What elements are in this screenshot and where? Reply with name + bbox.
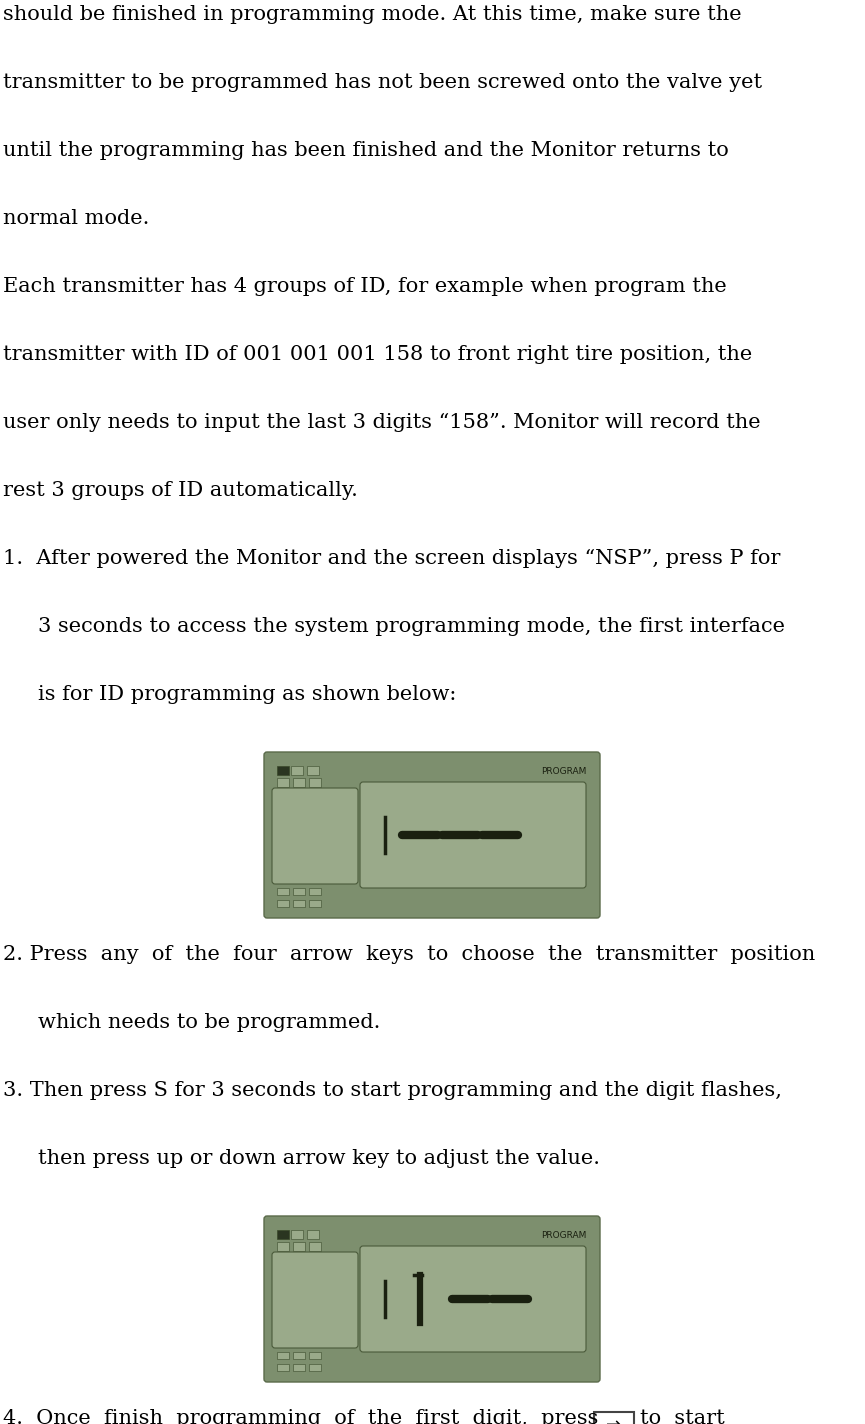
Text: until the programming has been finished and the Monitor returns to: until the programming has been finished …	[3, 141, 728, 159]
Text: user only needs to input the last 3 digits “158”. Monitor will record the: user only needs to input the last 3 digi…	[3, 413, 760, 431]
Bar	[277, 900, 289, 907]
Bar	[307, 1230, 319, 1239]
Text: 1.  After powered the Monitor and the screen displays “NSP”, press P for: 1. After powered the Monitor and the scr…	[3, 550, 780, 568]
Text: which needs to be programmed.: which needs to be programmed.	[38, 1012, 381, 1032]
Bar	[293, 889, 305, 896]
Text: PROGRAM: PROGRAM	[541, 768, 587, 776]
Bar	[309, 900, 321, 907]
Bar	[277, 889, 289, 896]
Bar	[291, 766, 303, 775]
Bar	[277, 766, 289, 775]
Text: is for ID programming as shown below:: is for ID programming as shown below:	[38, 685, 457, 703]
Bar	[293, 1351, 305, 1358]
Bar	[309, 1351, 321, 1358]
Bar	[293, 900, 305, 907]
FancyBboxPatch shape	[272, 1252, 358, 1349]
Bar	[309, 1242, 321, 1252]
FancyBboxPatch shape	[360, 782, 586, 889]
FancyBboxPatch shape	[264, 752, 600, 918]
Text: Each transmitter has 4 groups of ID, for example when program the: Each transmitter has 4 groups of ID, for…	[3, 278, 727, 296]
Bar	[309, 1364, 321, 1371]
Text: 3. Then press S for 3 seconds to start programming and the digit flashes,: 3. Then press S for 3 seconds to start p…	[3, 1081, 782, 1099]
Text: 4.  Once  finish  programming  of  the  first  digit,  press: 4. Once finish programming of the first …	[3, 1408, 599, 1424]
Text: to  start: to start	[640, 1408, 725, 1424]
Text: →: →	[606, 1415, 622, 1424]
FancyBboxPatch shape	[360, 1246, 586, 1351]
Bar	[277, 1242, 289, 1252]
Text: rest 3 groups of ID automatically.: rest 3 groups of ID automatically.	[3, 481, 358, 500]
FancyBboxPatch shape	[272, 787, 358, 884]
Bar	[293, 1364, 305, 1371]
Bar	[309, 778, 321, 787]
Text: transmitter with ID of 001 001 001 158 to front right tire position, the: transmitter with ID of 001 001 001 158 t…	[3, 345, 753, 365]
Bar	[309, 889, 321, 896]
Bar	[293, 1242, 305, 1252]
Text: 2. Press  any  of  the  four  arrow  keys  to  choose  the  transmitter  positio: 2. Press any of the four arrow keys to c…	[3, 946, 815, 964]
FancyBboxPatch shape	[264, 1216, 600, 1383]
Bar	[277, 778, 289, 787]
Text: transmitter to be programmed has not been screwed onto the valve yet: transmitter to be programmed has not bee…	[3, 73, 762, 93]
Bar	[293, 778, 305, 787]
Text: then press up or down arrow key to adjust the value.: then press up or down arrow key to adjus…	[38, 1149, 600, 1168]
Text: should be finished in programming mode. At this time, make sure the: should be finished in programming mode. …	[3, 6, 741, 24]
Bar	[277, 1364, 289, 1371]
Bar	[291, 1230, 303, 1239]
Text: 3 seconds to access the system programming mode, the first interface: 3 seconds to access the system programmi…	[38, 617, 785, 637]
Text: PROGRAM: PROGRAM	[541, 1230, 587, 1240]
Bar	[277, 1351, 289, 1358]
Bar	[277, 1230, 289, 1239]
Text: normal mode.: normal mode.	[3, 209, 150, 228]
FancyBboxPatch shape	[594, 1413, 634, 1424]
Bar	[307, 766, 319, 775]
